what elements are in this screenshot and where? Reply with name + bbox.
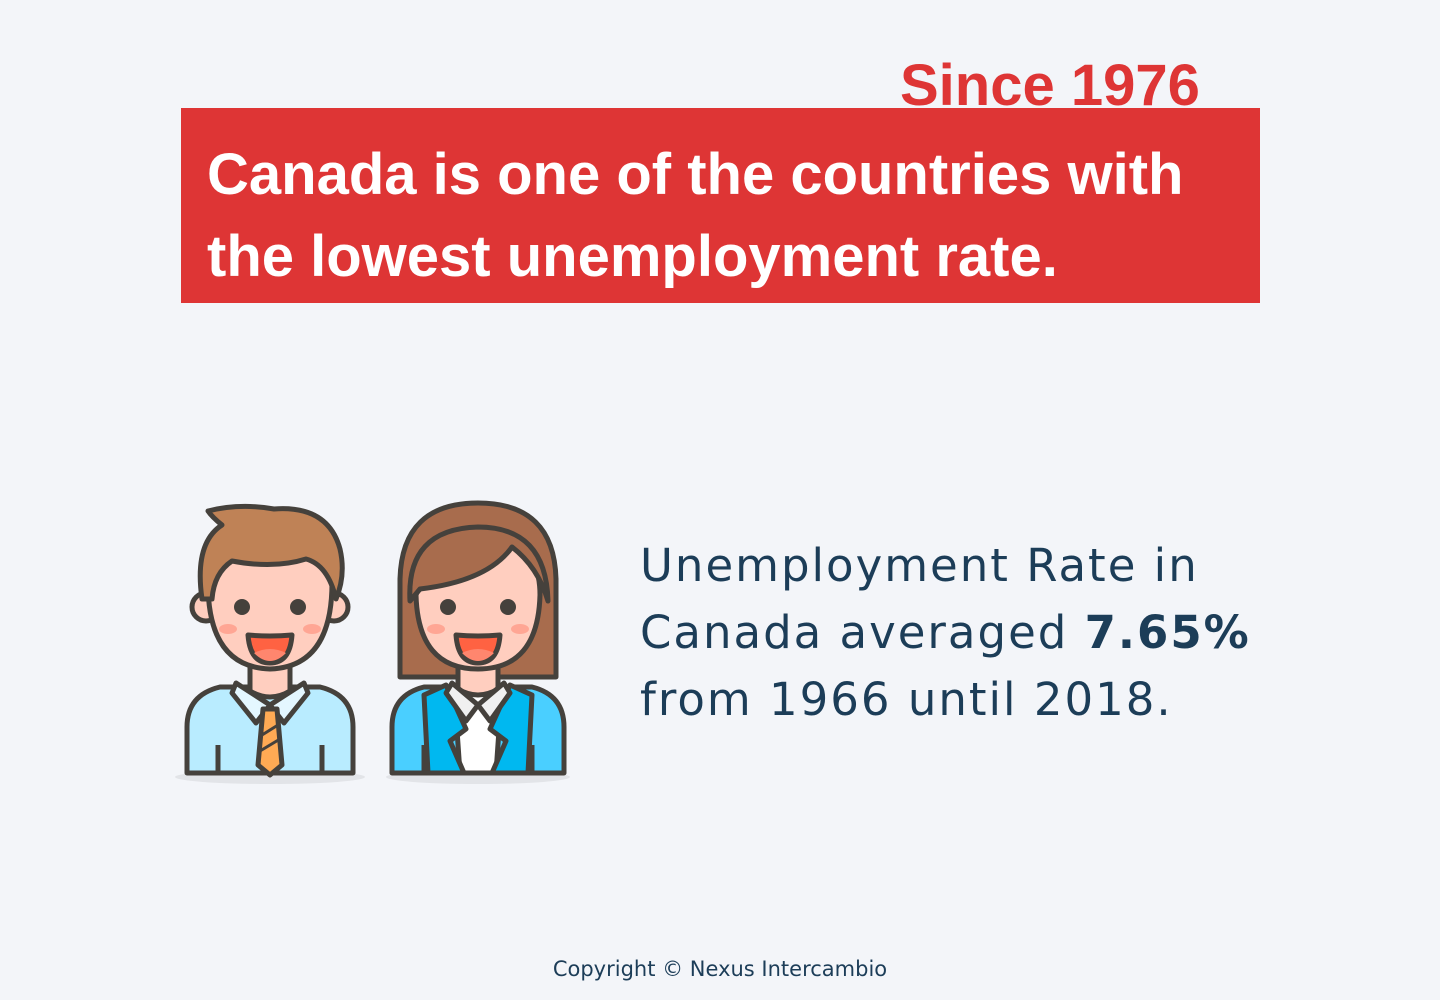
stat-value: 7.65% (1084, 606, 1251, 659)
woman-office-worker-icon (386, 500, 570, 784)
headline-line-1: Canada is one of the countries with (207, 142, 1184, 207)
office-workers-illustration (175, 500, 570, 784)
headline-banner: Canada is one of the countries with the … (181, 108, 1260, 303)
man-office-worker-icon (175, 503, 365, 784)
stat-line-3: from 1966 until 2018. (640, 673, 1173, 726)
since-year-label: Since 1976 (900, 53, 1200, 118)
headline-line-2: the lowest unemployment rate. (207, 224, 1058, 289)
unemployment-stat-text: Unemployment Rate in Canada averaged 7.6… (640, 532, 1340, 733)
copyright-footer: Copyright © Nexus Intercambio (552, 957, 888, 981)
stat-line-2-prefix: Canada averaged (640, 606, 1085, 659)
stat-line-1: Unemployment Rate in (640, 539, 1199, 592)
